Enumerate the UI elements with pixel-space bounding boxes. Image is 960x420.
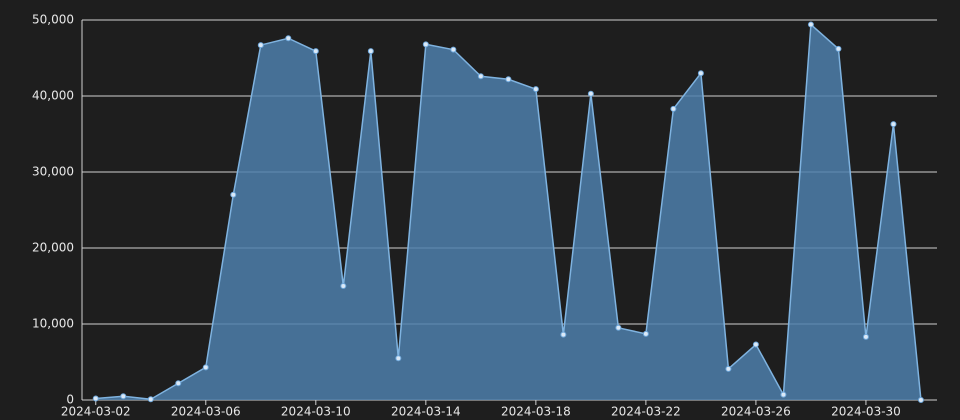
- point: [917, 397, 924, 403]
- y-tick-label: 0: [66, 393, 74, 407]
- x-tick-label: 2024-03-10: [281, 405, 351, 419]
- point: [532, 86, 539, 93]
- x-tick-label: 2024-03-14: [391, 405, 461, 419]
- point: [862, 333, 869, 340]
- x-tick-label: 2024-03-02: [61, 405, 131, 419]
- point: [147, 396, 154, 403]
- point: [340, 283, 347, 289]
- point: [422, 41, 429, 48]
- area: [95, 24, 921, 401]
- point: [92, 395, 99, 402]
- point: [780, 391, 787, 398]
- point: [560, 331, 567, 338]
- x-tick-label: 2024-03-06: [171, 405, 241, 419]
- y-tick-label: 10,000: [32, 317, 74, 331]
- point: [395, 355, 402, 362]
- point: [477, 73, 484, 80]
- point: [505, 76, 512, 83]
- y-tick-label: 30,000: [32, 165, 74, 179]
- point: [697, 70, 704, 77]
- y-tick-label: 50,000: [32, 13, 74, 27]
- point: [890, 121, 897, 128]
- x-tick-label: 2024-03-22: [611, 405, 681, 419]
- point: [257, 42, 264, 49]
- x-tick-label: 2024-03-18: [501, 405, 571, 419]
- point: [230, 191, 237, 198]
- point: [367, 48, 374, 55]
- point: [752, 341, 759, 348]
- y-tick-label: 20,000: [32, 241, 74, 255]
- point: [450, 46, 457, 53]
- point: [725, 365, 732, 372]
- point: [175, 380, 182, 387]
- point: [642, 330, 649, 337]
- x-tick-label: 2024-03-26: [721, 405, 791, 419]
- point: [312, 48, 319, 55]
- point: [670, 105, 677, 112]
- point: [285, 35, 292, 42]
- point: [835, 45, 842, 52]
- y-tick-label: 40,000: [32, 89, 74, 103]
- point: [587, 90, 594, 97]
- point: [807, 21, 814, 28]
- point: [202, 364, 209, 371]
- x-tick-label: 2024-03-30: [831, 405, 901, 419]
- point: [120, 393, 127, 400]
- point: [615, 324, 622, 331]
